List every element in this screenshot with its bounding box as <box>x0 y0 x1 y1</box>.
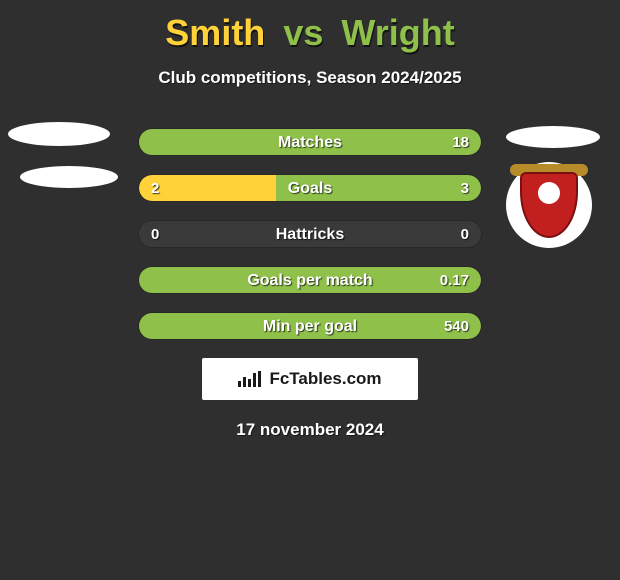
stat-row: 2Goals3 <box>138 174 482 202</box>
stat-row: Goals per match0.17 <box>138 266 482 294</box>
stat-value-right: 0.17 <box>440 267 469 293</box>
vs-text: vs <box>283 12 323 53</box>
player2-badges <box>506 168 600 248</box>
player1-badge-2 <box>20 166 118 188</box>
stat-label: Matches <box>139 129 481 155</box>
stat-row: Min per goal540 <box>138 312 482 340</box>
comparison-title: Smith vs Wright <box>0 0 620 54</box>
content-area: Matches18 2Goals3 0Hattricks0 Goals per mat… <box>0 128 620 440</box>
chart-icon <box>238 371 263 387</box>
stat-row: Matches18 <box>138 128 482 156</box>
stat-label: Hattricks <box>139 221 481 247</box>
stat-row: 0Hattricks0 <box>138 220 482 248</box>
player2-club-badge <box>506 162 592 248</box>
stat-value-right: 540 <box>444 313 469 339</box>
subtitle: Club competitions, Season 2024/2025 <box>0 68 620 88</box>
player2-badge-1 <box>506 126 600 148</box>
player1-name: Smith <box>165 12 265 53</box>
stat-label: Goals per match <box>139 267 481 293</box>
brand-footer: FcTables.com <box>202 358 418 400</box>
stat-label: Min per goal <box>139 313 481 339</box>
brand-text: FcTables.com <box>269 369 381 389</box>
stat-value-right: 18 <box>452 129 469 155</box>
club-shield-icon <box>520 172 578 238</box>
stat-label: Goals <box>139 175 481 201</box>
player2-name: Wright <box>341 12 454 53</box>
player1-badges <box>8 122 118 208</box>
date-line: 17 november 2024 <box>0 420 620 440</box>
player1-badge-1 <box>8 122 110 146</box>
stat-value-right: 3 <box>461 175 469 201</box>
stat-value-right: 0 <box>461 221 469 247</box>
stat-bars: Matches18 2Goals3 0Hattricks0 Goals per mat… <box>138 128 482 340</box>
